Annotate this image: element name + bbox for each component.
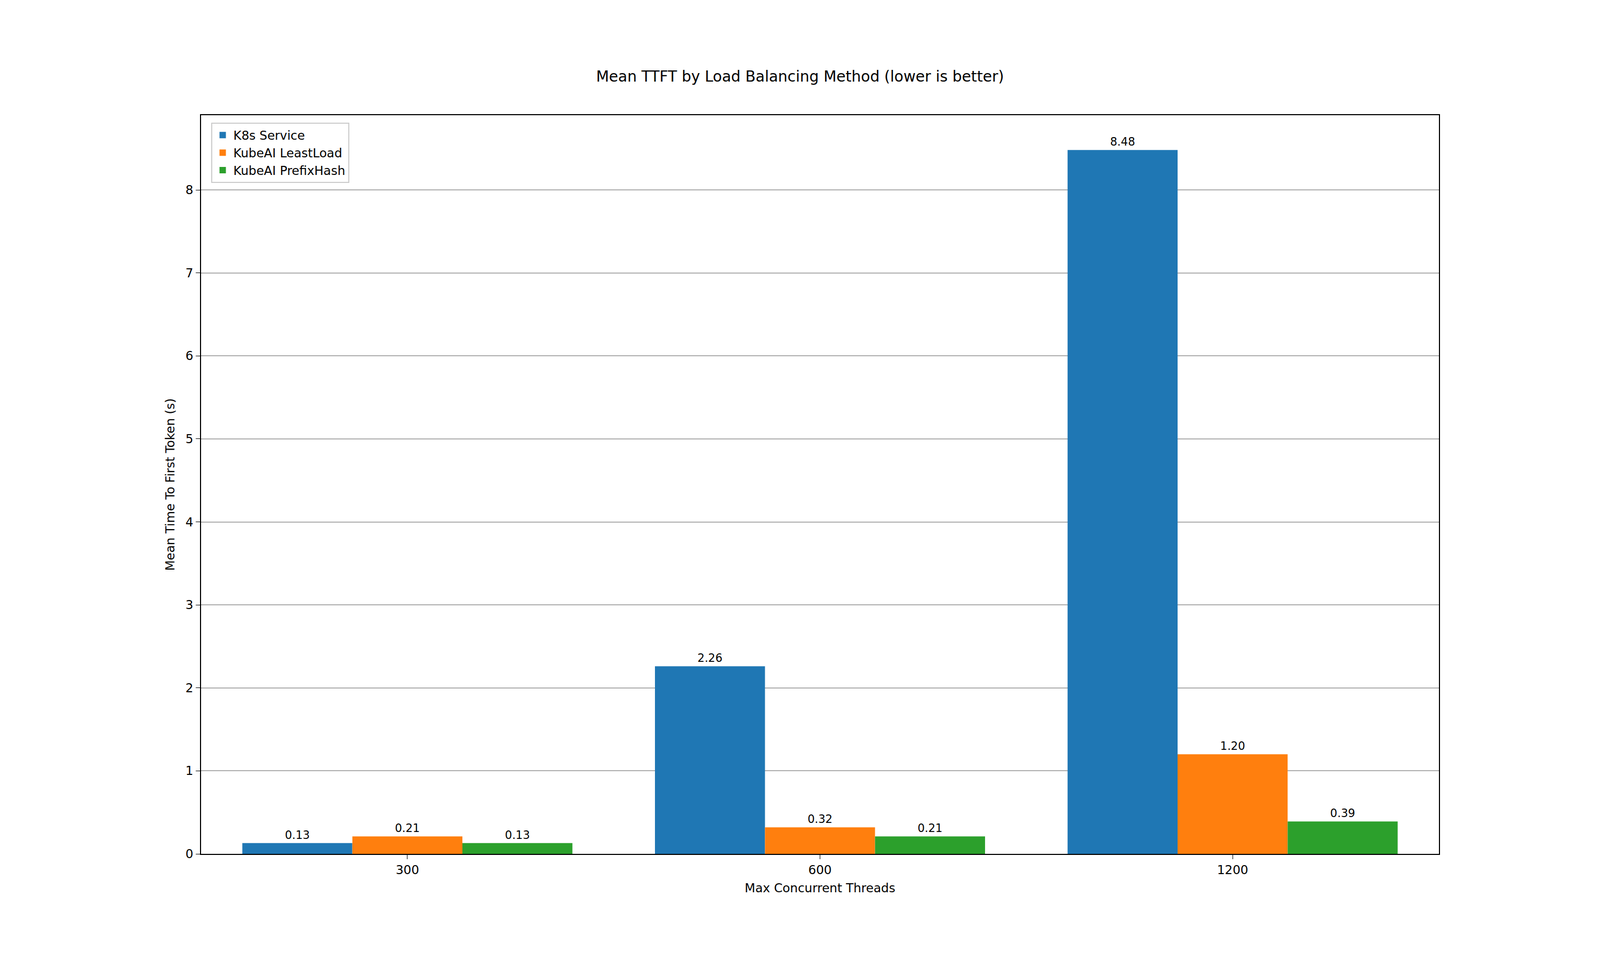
svg-text:6: 6 — [185, 348, 194, 363]
svg-text:600: 600 — [808, 862, 832, 877]
svg-text:Max Concurrent Threads: Max Concurrent Threads — [744, 881, 895, 895]
svg-text:KubeAI PrefixHash: KubeAI PrefixHash — [233, 163, 346, 178]
svg-text:0.21: 0.21 — [917, 821, 943, 835]
svg-text:1.20: 1.20 — [1220, 739, 1246, 753]
svg-text:0.39: 0.39 — [1330, 806, 1356, 820]
svg-text:0.13: 0.13 — [284, 828, 310, 842]
svg-text:1200: 1200 — [1217, 862, 1249, 877]
svg-text:2: 2 — [185, 681, 194, 695]
svg-text:1: 1 — [185, 763, 194, 778]
svg-text:7: 7 — [185, 266, 194, 280]
svg-text:3: 3 — [185, 597, 194, 612]
svg-text:0.13: 0.13 — [505, 828, 531, 842]
svg-text:0: 0 — [185, 846, 194, 861]
svg-text:8: 8 — [185, 182, 194, 197]
svg-text:4: 4 — [185, 515, 194, 530]
svg-text:0.32: 0.32 — [807, 812, 833, 826]
svg-text:KubeAI LeastLoad: KubeAI LeastLoad — [233, 146, 343, 160]
svg-text:K8s Service: K8s Service — [233, 128, 306, 143]
svg-text:0.21: 0.21 — [394, 821, 420, 835]
svg-text:2.26: 2.26 — [697, 651, 723, 665]
svg-text:Mean Time To First Token (s): Mean Time To First Token (s) — [163, 398, 178, 572]
svg-text:300: 300 — [395, 862, 420, 877]
svg-text:Mean TTFT by Load Balancing Me: Mean TTFT by Load Balancing Method (lowe… — [596, 67, 1005, 86]
svg-text:5: 5 — [185, 432, 194, 446]
svg-text:8.48: 8.48 — [1109, 135, 1135, 149]
